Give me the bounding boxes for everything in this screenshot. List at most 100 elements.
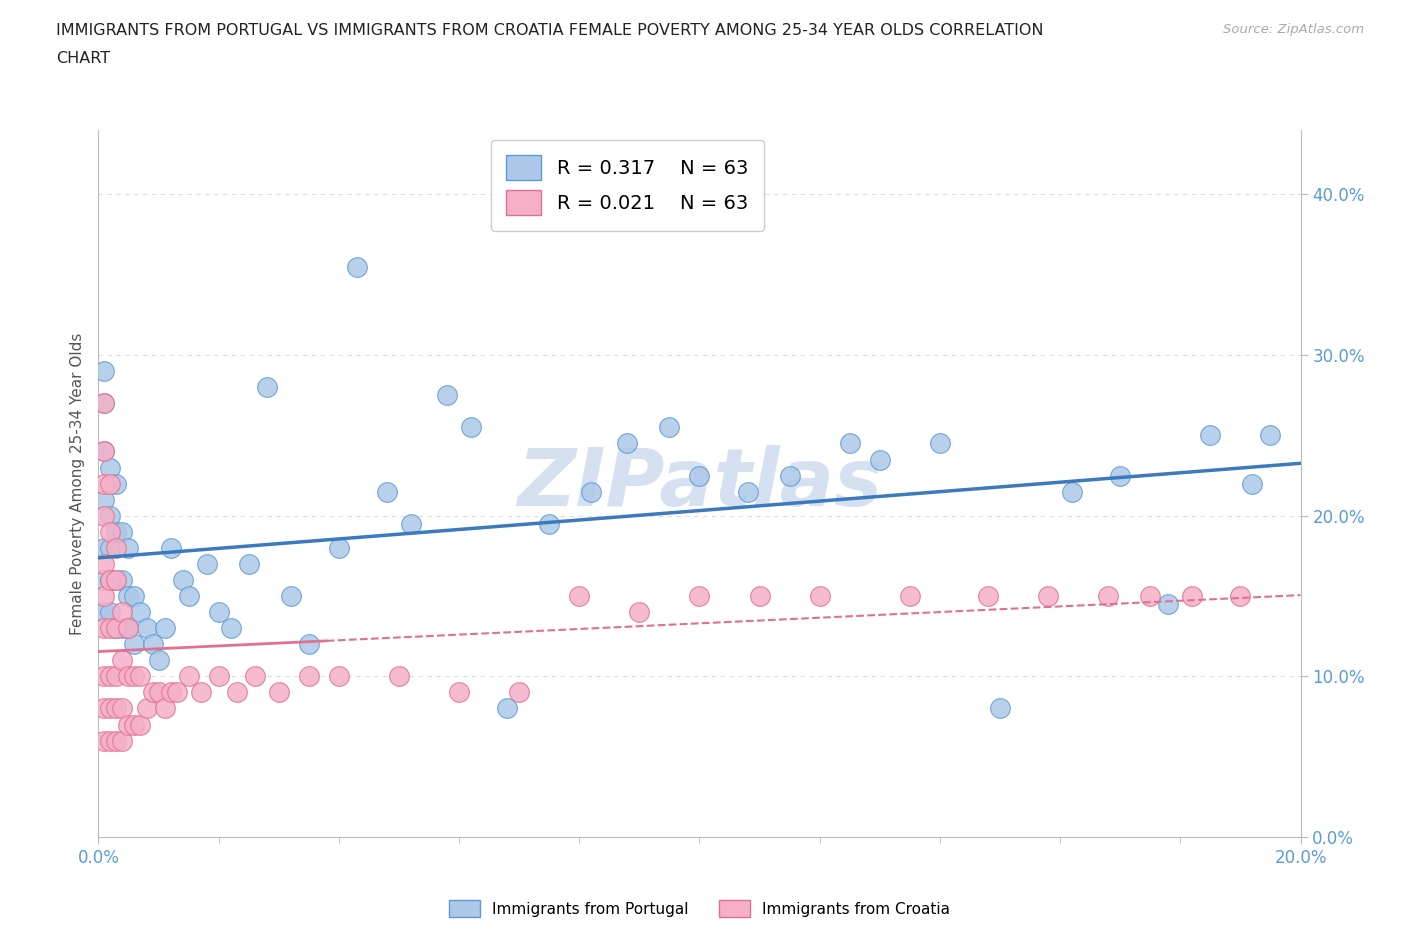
Point: [1139, 589, 1161, 604]
Point: [808, 589, 831, 604]
Point: [688, 589, 710, 604]
Point: [1199, 428, 1222, 443]
Point: [328, 540, 350, 555]
Point: [93, 540, 115, 555]
Point: [93, 476, 115, 491]
Point: [135, 620, 157, 635]
Point: [105, 620, 128, 635]
Point: [105, 476, 128, 491]
Point: [100, 525, 122, 539]
Point: [208, 604, 231, 619]
Point: [100, 604, 122, 619]
Y-axis label: Female Poverty Among 25-34 Year Olds: Female Poverty Among 25-34 Year Olds: [69, 332, 84, 635]
Point: [105, 525, 128, 539]
Point: [628, 604, 651, 619]
Point: [838, 436, 860, 451]
Point: [538, 516, 561, 531]
Point: [93, 444, 115, 458]
Point: [238, 556, 260, 571]
Legend: Immigrants from Portugal, Immigrants from Croatia: Immigrants from Portugal, Immigrants fro…: [443, 894, 956, 923]
Point: [460, 420, 482, 435]
Text: Source: ZipAtlas.com: Source: ZipAtlas.com: [1223, 23, 1364, 36]
Point: [93, 444, 115, 458]
Point: [346, 259, 368, 274]
Point: [135, 701, 157, 716]
Point: [129, 604, 152, 619]
Point: [1181, 589, 1204, 604]
Point: [1109, 468, 1132, 483]
Point: [111, 733, 134, 748]
Point: [166, 685, 188, 700]
Point: [148, 653, 170, 668]
Point: [447, 685, 470, 700]
Point: [100, 509, 122, 524]
Point: [105, 701, 128, 716]
Point: [124, 717, 146, 732]
Point: [100, 460, 122, 475]
Point: [117, 540, 139, 555]
Point: [658, 420, 681, 435]
Point: [117, 669, 139, 684]
Point: [375, 485, 398, 499]
Point: [616, 436, 638, 451]
Point: [159, 685, 181, 700]
Point: [141, 637, 163, 652]
Point: [256, 379, 278, 394]
Point: [124, 637, 146, 652]
Point: [568, 589, 591, 604]
Point: [177, 669, 200, 684]
Text: ZIPatlas: ZIPatlas: [517, 445, 882, 523]
Point: [298, 669, 321, 684]
Point: [105, 733, 128, 748]
Point: [129, 717, 152, 732]
Point: [1062, 485, 1084, 499]
Point: [177, 589, 200, 604]
Point: [172, 573, 194, 588]
Point: [141, 685, 163, 700]
Point: [779, 468, 801, 483]
Point: [153, 620, 176, 635]
Point: [737, 485, 759, 499]
Point: [93, 573, 115, 588]
Point: [225, 685, 247, 700]
Point: [105, 573, 128, 588]
Point: [898, 589, 921, 604]
Point: [93, 509, 115, 524]
Point: [100, 476, 122, 491]
Text: IMMIGRANTS FROM PORTUGAL VS IMMIGRANTS FROM CROATIA FEMALE POVERTY AMONG 25-34 Y: IMMIGRANTS FROM PORTUGAL VS IMMIGRANTS F…: [56, 23, 1043, 38]
Point: [93, 589, 115, 604]
Point: [93, 620, 115, 635]
Point: [93, 396, 115, 411]
Point: [929, 436, 952, 451]
Point: [100, 733, 122, 748]
Point: [208, 669, 231, 684]
Point: [100, 701, 122, 716]
Point: [195, 556, 218, 571]
Point: [267, 685, 290, 700]
Point: [243, 669, 266, 684]
Point: [93, 669, 115, 684]
Point: [93, 701, 115, 716]
Point: [93, 364, 115, 379]
Point: [117, 717, 139, 732]
Point: [111, 620, 134, 635]
Point: [436, 388, 458, 403]
Point: [328, 669, 350, 684]
Point: [111, 604, 134, 619]
Point: [111, 701, 134, 716]
Point: [105, 669, 128, 684]
Point: [93, 604, 115, 619]
Point: [124, 669, 146, 684]
Point: [117, 620, 139, 635]
Point: [1229, 589, 1251, 604]
Text: CHART: CHART: [56, 51, 110, 66]
Point: [298, 637, 321, 652]
Point: [388, 669, 411, 684]
Point: [1036, 589, 1059, 604]
Point: [100, 669, 122, 684]
Point: [1260, 428, 1282, 443]
Point: [869, 452, 891, 467]
Point: [496, 701, 519, 716]
Point: [105, 620, 128, 635]
Point: [93, 556, 115, 571]
